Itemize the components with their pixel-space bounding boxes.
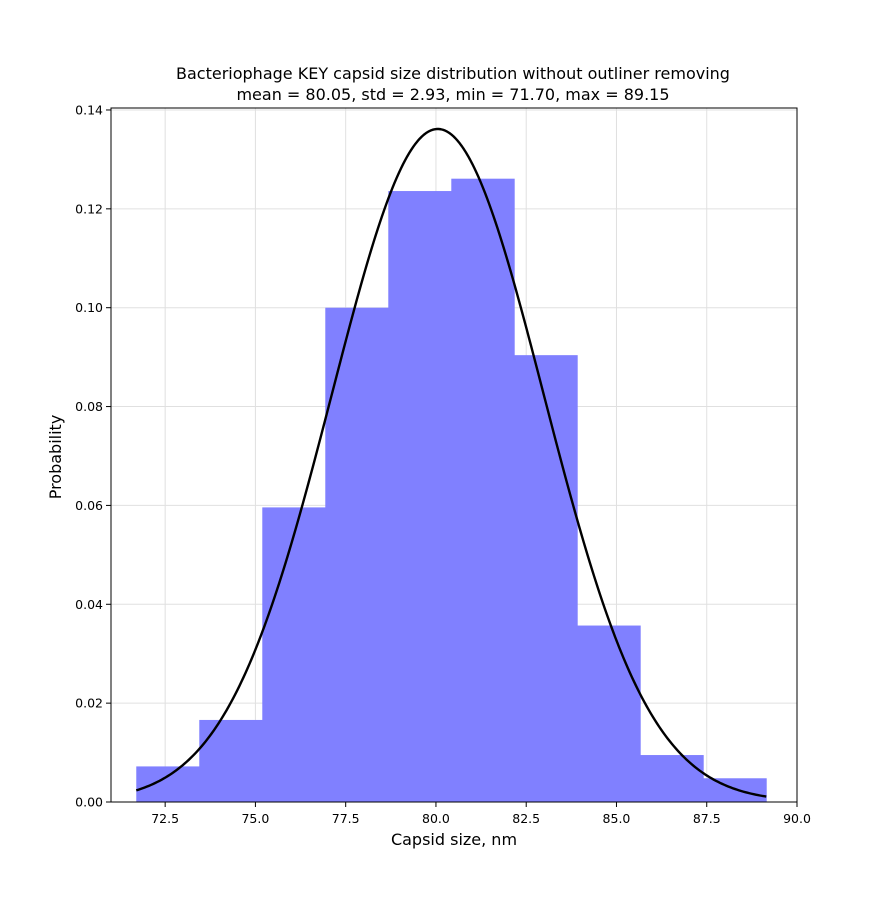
y-axis-label: Probability	[46, 415, 65, 500]
normal-fit-curve	[135, 127, 767, 798]
histogram-bar	[388, 191, 452, 803]
histogram-bar	[577, 625, 641, 802]
histogram-bar	[199, 719, 263, 802]
x-tick-label: 75.0	[241, 811, 269, 826]
y-tick-label: 0.14	[75, 102, 103, 117]
y-tick-label: 0.06	[75, 498, 103, 513]
histogram-bar	[640, 755, 704, 802]
y-tick-label: 0.04	[75, 597, 103, 612]
x-tick-label: 72.5	[151, 811, 179, 826]
y-tick-label: 0.08	[75, 399, 103, 414]
y-tick-label: 0.02	[75, 696, 103, 711]
y-axis-ticks: 0.00 0.02 0.04 0.06 0.08 0.10 0.12 0.14	[75, 102, 111, 810]
histogram-bar	[136, 766, 200, 802]
x-axis-label: Capsid size, nm	[391, 830, 517, 849]
x-tick-label: 85.0	[603, 811, 631, 826]
x-tick-label: 82.5	[512, 811, 540, 826]
x-tick-label: 77.5	[332, 811, 360, 826]
chart-title-line-2: mean = 80.05, std = 2.93, min = 71.70, m…	[236, 85, 669, 104]
normal-fit-line	[135, 127, 767, 798]
x-tick-label: 90.0	[783, 811, 811, 826]
histogram-bar	[262, 507, 326, 802]
y-tick-label: 0.00	[75, 795, 103, 810]
histogram-bar	[451, 178, 515, 802]
x-tick-label: 87.5	[693, 811, 721, 826]
y-tick-label: 0.12	[75, 201, 103, 216]
x-tick-label: 80.0	[422, 811, 450, 826]
histogram-bar	[325, 307, 389, 802]
y-tick-label: 0.10	[75, 300, 103, 315]
plot-frame	[110, 107, 798, 803]
chart-title-line-1: Bacteriophage KEY capsid size distributi…	[176, 64, 730, 83]
histogram-bars	[136, 178, 767, 803]
x-axis-ticks: 72.5 75.0 77.5 80.0 82.5 85.0 87.5 90.0	[151, 802, 811, 826]
histogram-bar	[514, 355, 578, 802]
